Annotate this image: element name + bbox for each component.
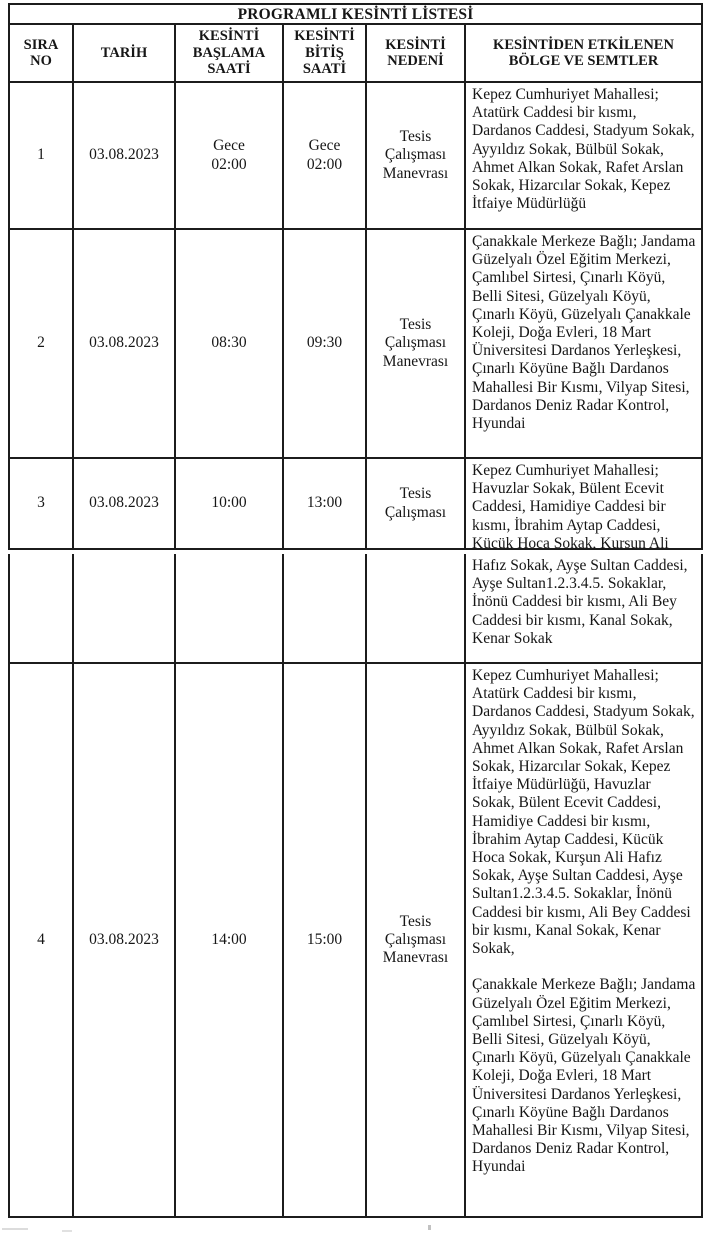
table-header-row: SIRA NO TARİH KESİNTİ BAŞLAMA SAATİ KESİ… — [10, 25, 701, 83]
column-header-baslama-saati: KESİNTİ BAŞLAMA SAATİ — [176, 25, 284, 81]
cell-date: 03.08.2023 — [74, 664, 176, 1216]
column-header-tarih: TARİH — [74, 25, 176, 81]
column-header-nedeni: KESİNTİ NEDENİ — [367, 25, 466, 81]
cell-affected-areas: Kepez Cumhuriyet Mahallesi; Havuzlar Sok… — [472, 462, 669, 548]
cell-sira-no — [10, 554, 74, 662]
cell-start-time: 10:00 — [176, 459, 284, 548]
cell-affected-areas: Çanakkale Merkeze Bağlı; Jandama Güzelya… — [472, 233, 696, 433]
cell-reason: Tesis Çalışması Manevrası — [367, 664, 466, 1216]
cell-sira-no: 3 — [10, 459, 74, 548]
cell-affected-areas: Kepez Cumhuriyet Mahallesi; Atatürk Cadd… — [472, 667, 696, 1176]
table-row-3-continued: Hafız Sokak, Ayşe Sultan Caddesi, Ayşe S… — [10, 554, 701, 664]
cell-date: 03.08.2023 — [74, 83, 176, 228]
cell-start-time: Gece 02:00 — [176, 83, 284, 228]
cell-date — [74, 554, 176, 662]
table-row-1: 1 03.08.2023 Gece 02:00 Gece 02:00 Tesis… — [10, 83, 701, 230]
cell-end-time: 13:00 — [284, 459, 367, 548]
cell-start-time: 14:00 — [176, 664, 284, 1216]
cell-affected-areas: Hafız Sokak, Ayşe Sultan Caddesi, Ayşe S… — [472, 557, 688, 647]
cell-date: 03.08.2023 — [74, 459, 176, 548]
document-page: PROGRAMLI KESİNTİ LİSTESİ SIRA NO TARİH … — [8, 3, 703, 1218]
scan-artifact — [428, 1225, 431, 1230]
table-row-2: 2 03.08.2023 08:30 09:30 Tesis Çalışması… — [10, 230, 701, 459]
column-header-bitis-saati: KESİNTİ BİTİŞ SAATİ — [284, 25, 367, 81]
scan-artifact — [2, 1228, 28, 1230]
cell-end-time: 15:00 — [284, 664, 367, 1216]
cell-end-time: 09:30 — [284, 230, 367, 457]
cell-reason: Tesis Çalışması Manevrası — [367, 83, 466, 228]
cell-sira-no: 1 — [10, 83, 74, 228]
column-header-etkilenen-bolge: KESİNTİDEN ETKİLENEN BÖLGE VE SEMTLER — [493, 36, 674, 70]
column-header-sira-no: SIRA NO — [10, 25, 74, 81]
table-title: PROGRAMLI KESİNTİ LİSTESİ — [10, 5, 701, 25]
outage-table-page2: Hafız Sokak, Ayşe Sultan Caddesi, Ayşe S… — [8, 554, 703, 1218]
cell-start-time: 08:30 — [176, 230, 284, 457]
cell-reason: Tesis Çalışması — [367, 459, 466, 548]
cell-sira-no: 2 — [10, 230, 74, 457]
cell-affected-areas: Kepez Cumhuriyet Mahallesi; Atatürk Cadd… — [472, 86, 695, 213]
table-row-3: 3 03.08.2023 10:00 13:00 Tesis Çalışması… — [10, 459, 701, 548]
cell-date: 03.08.2023 — [74, 230, 176, 457]
cell-end-time: Gece 02:00 — [284, 83, 367, 228]
outage-table-page1: PROGRAMLI KESİNTİ LİSTESİ SIRA NO TARİH … — [8, 3, 703, 550]
cell-reason — [367, 554, 466, 662]
cell-end-time — [284, 554, 367, 662]
scan-artifact — [62, 1230, 72, 1232]
cell-start-time — [176, 554, 284, 662]
cell-sira-no: 4 — [10, 664, 74, 1216]
table-row-4: 4 03.08.2023 14:00 15:00 Tesis Çalışması… — [10, 664, 701, 1216]
cell-reason: Tesis Çalışması Manevrası — [367, 230, 466, 457]
